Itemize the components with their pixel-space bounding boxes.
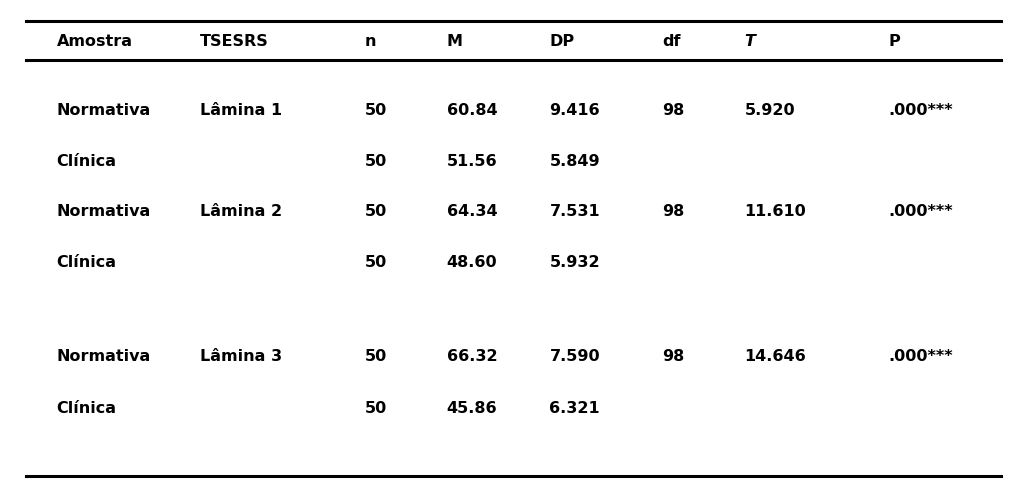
- Text: 50: 50: [365, 400, 387, 415]
- Text: 50: 50: [365, 203, 387, 218]
- Text: 50: 50: [365, 255, 387, 269]
- Text: 48.60: 48.60: [447, 255, 497, 269]
- Text: 6.321: 6.321: [549, 400, 600, 415]
- Text: 7.531: 7.531: [549, 203, 600, 218]
- Text: Normativa: Normativa: [56, 102, 151, 117]
- Text: 45.86: 45.86: [447, 400, 497, 415]
- Text: 50: 50: [365, 154, 387, 168]
- Text: n: n: [365, 34, 376, 48]
- Text: 5.849: 5.849: [549, 154, 600, 168]
- Text: Lâmina 1: Lâmina 1: [200, 102, 282, 117]
- Text: Clínica: Clínica: [56, 154, 116, 168]
- Text: 50: 50: [365, 349, 387, 364]
- Text: M: M: [447, 34, 463, 48]
- Text: .000***: .000***: [888, 102, 953, 117]
- Text: Clínica: Clínica: [56, 255, 116, 269]
- Text: Amostra: Amostra: [56, 34, 132, 48]
- Text: 5.932: 5.932: [549, 255, 600, 269]
- Text: 9.416: 9.416: [549, 102, 600, 117]
- Text: 98: 98: [662, 102, 685, 117]
- Text: Normativa: Normativa: [56, 349, 151, 364]
- Text: 64.34: 64.34: [447, 203, 497, 218]
- Text: 98: 98: [662, 203, 685, 218]
- Text: 11.610: 11.610: [745, 203, 806, 218]
- Text: T: T: [745, 34, 756, 48]
- Text: 5.920: 5.920: [745, 102, 795, 117]
- Text: 50: 50: [365, 102, 387, 117]
- Text: 51.56: 51.56: [447, 154, 497, 168]
- Text: 14.646: 14.646: [745, 349, 806, 364]
- Text: Lâmina 3: Lâmina 3: [200, 349, 282, 364]
- Text: TSESRS: TSESRS: [200, 34, 269, 48]
- Text: .000***: .000***: [888, 203, 953, 218]
- Text: 7.590: 7.590: [549, 349, 600, 364]
- Text: Clínica: Clínica: [56, 400, 116, 415]
- Text: Normativa: Normativa: [56, 203, 151, 218]
- Text: Lâmina 2: Lâmina 2: [200, 203, 282, 218]
- Text: P: P: [888, 34, 900, 48]
- Text: 60.84: 60.84: [447, 102, 497, 117]
- Text: 66.32: 66.32: [447, 349, 497, 364]
- Text: .000***: .000***: [888, 349, 953, 364]
- Text: DP: DP: [549, 34, 574, 48]
- Text: df: df: [662, 34, 681, 48]
- Text: 98: 98: [662, 349, 685, 364]
